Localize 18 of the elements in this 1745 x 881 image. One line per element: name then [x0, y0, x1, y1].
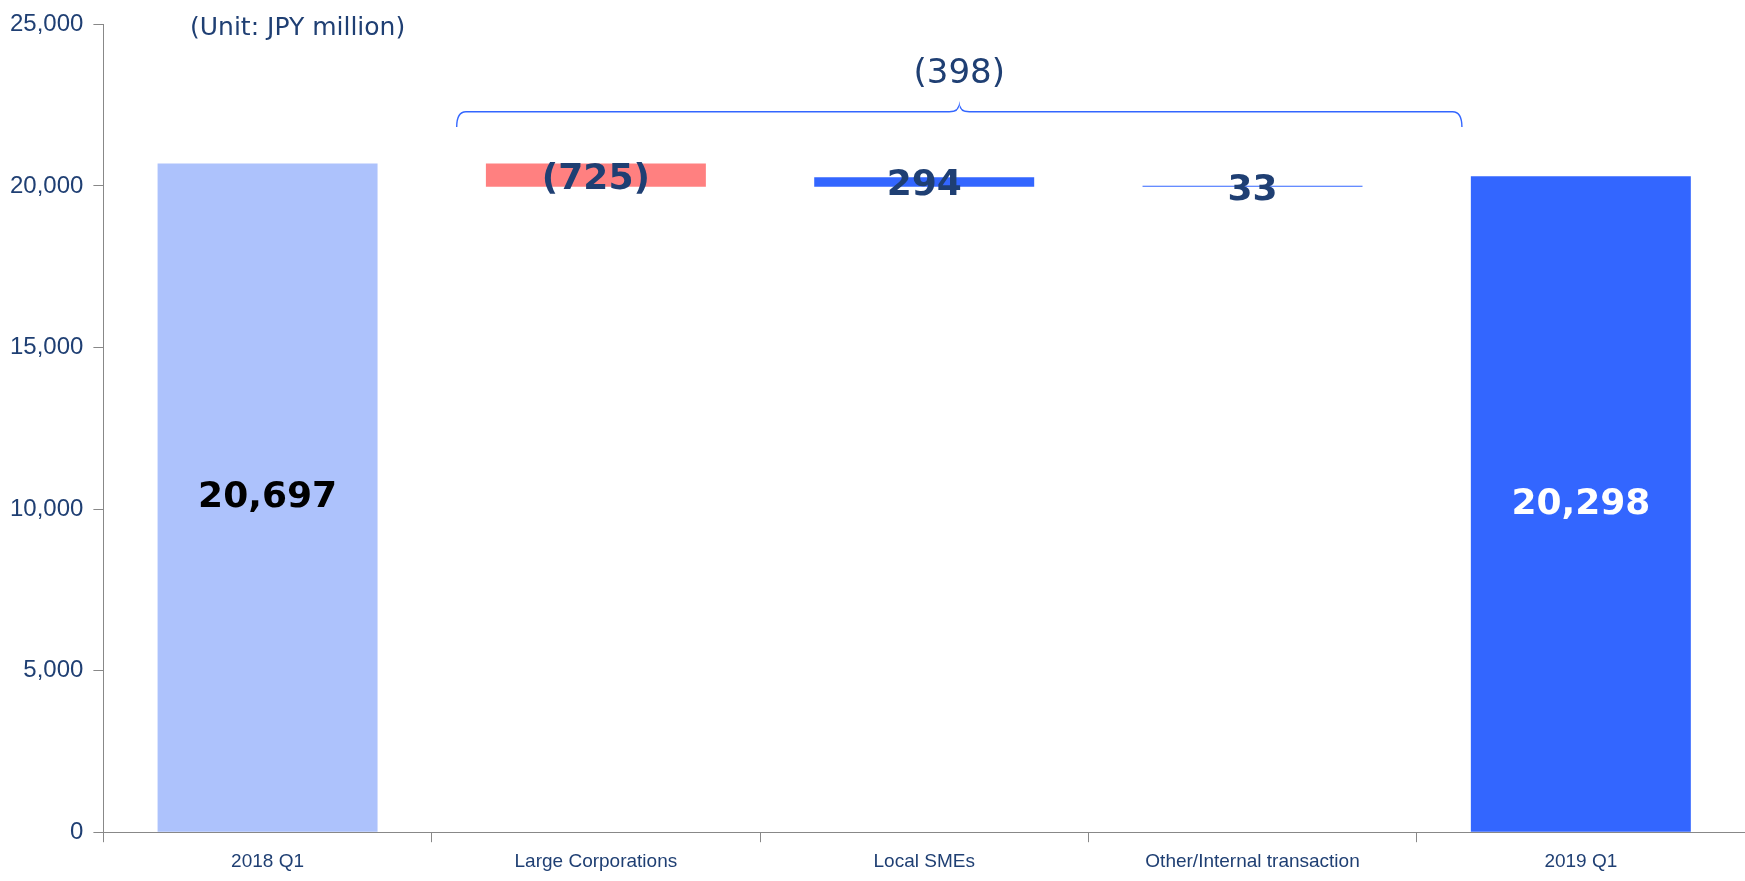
- y-tick-label: 5,000: [23, 655, 84, 683]
- y-tick-label: 10,000: [10, 493, 84, 521]
- data-label: (725): [541, 155, 650, 197]
- data-label: 20,697: [198, 474, 338, 516]
- x-tick-label: 2018 Q1: [231, 849, 305, 871]
- y-tick-label: 25,000: [10, 9, 84, 37]
- x-tick-label: 2019 Q1: [1544, 849, 1618, 871]
- bar: [1470, 176, 1691, 832]
- x-tick-label: Large Corporations: [514, 849, 678, 871]
- data-label: 20,298: [1511, 480, 1651, 522]
- y-tick-label: 0: [70, 816, 84, 844]
- bar: [157, 163, 378, 832]
- annotation: (398): [913, 51, 1005, 92]
- y-tick-label: 15,000: [10, 332, 84, 360]
- annotation: (Unit: JPY million): [190, 12, 406, 41]
- y-tick-label: 20,000: [10, 170, 84, 198]
- x-tick-label: Local SMEs: [873, 849, 975, 871]
- x-tick-label: Other/Internal transaction: [1145, 849, 1360, 871]
